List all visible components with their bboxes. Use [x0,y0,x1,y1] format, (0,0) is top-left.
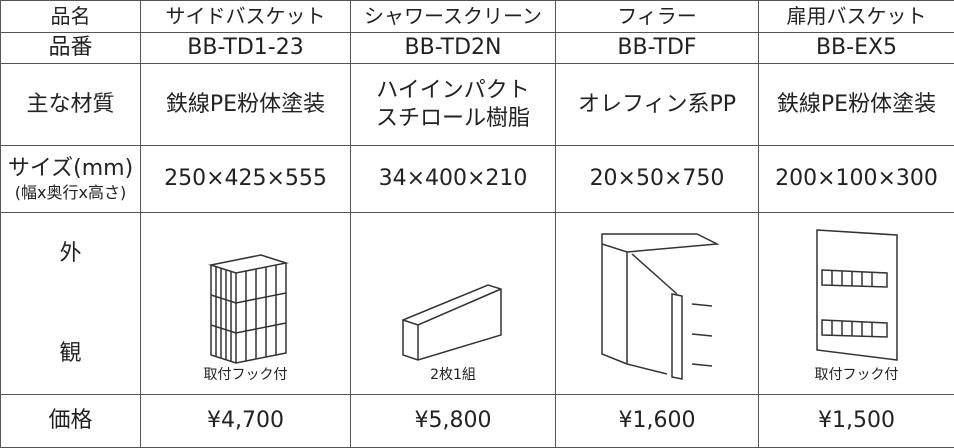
line: 外 [1,240,140,340]
cell: シャワースクリーン [351,1,556,33]
line: ハイインパクト [351,77,555,105]
cell: BB-EX5 [759,33,954,64]
cell: BB-TD2N [351,33,556,64]
cell: 200×100×300 [759,146,954,213]
cell: BB-TD1-23 [141,33,351,64]
cell: 鉄線PE粉体塗装 [141,64,351,146]
cell: ¥5,800 [351,395,556,448]
door-basket-drawing [802,225,912,365]
row: 外観 取付フック付 2枚1組 取付フック付 [1,213,954,395]
cell: 品番 [1,33,141,64]
cell: 20×50×750 [556,146,759,213]
screen-drawing [393,275,513,365]
basket-drawing [201,245,291,365]
line: オレフィン系PP [556,91,758,119]
line: (幅x奥行x高さ) [1,183,140,203]
cell: 2枚1組 [351,213,556,395]
cell: ¥4,700 [141,395,351,448]
line: スチロール樹脂 [351,105,555,133]
line: 鉄線PE粉体塗装 [759,91,954,119]
cell: 34×400×210 [351,146,556,213]
row: 主な材質 鉄線PE粉体塗装 ハイインパクトスチロール樹脂 オレフィン系PP 鉄線… [1,64,954,146]
row: 価格 ¥4,700 ¥5,800 ¥1,600 ¥1,500 [1,395,954,448]
cell: 250×425×555 [141,146,351,213]
cell: 取付フック付 [759,213,954,395]
caption: 取付フック付 [141,367,350,385]
row: サイズ(mm)(幅x奥行x高さ) 250×425×555 34×400×210 … [1,146,954,213]
filler-drawing [587,224,727,384]
cell: 主な材質 [1,64,141,146]
cell: 価格 [1,395,141,448]
cell: サイドバスケット [141,1,351,33]
cell: 外観 [1,213,141,395]
cell: 取付フック付 [141,213,351,395]
header-row: 品名 サイドバスケット シャワースクリーン フィラー 扉用バスケット [1,1,954,33]
caption: 2枚1組 [351,367,555,385]
cell: BB-TDF [556,33,759,64]
cell: 鉄線PE粉体塗装 [759,64,954,146]
line: サイズ(mm) [1,155,140,183]
cell: オレフィン系PP [556,64,759,146]
cell: フィラー [556,1,759,33]
caption: 取付フック付 [759,367,954,385]
row: 品番 BB-TD1-23 BB-TD2N BB-TDF BB-EX5 [1,33,954,64]
cell: ¥1,600 [556,395,759,448]
cell: 品名 [1,1,141,33]
cell [556,213,759,395]
cell: サイズ(mm)(幅x奥行x高さ) [1,146,141,213]
cell: ¥1,500 [759,395,954,448]
cell: 扉用バスケット [759,1,954,33]
cell: ハイインパクトスチロール樹脂 [351,64,556,146]
line: 鉄線PE粉体塗装 [141,91,350,119]
line: 観 [1,340,140,368]
